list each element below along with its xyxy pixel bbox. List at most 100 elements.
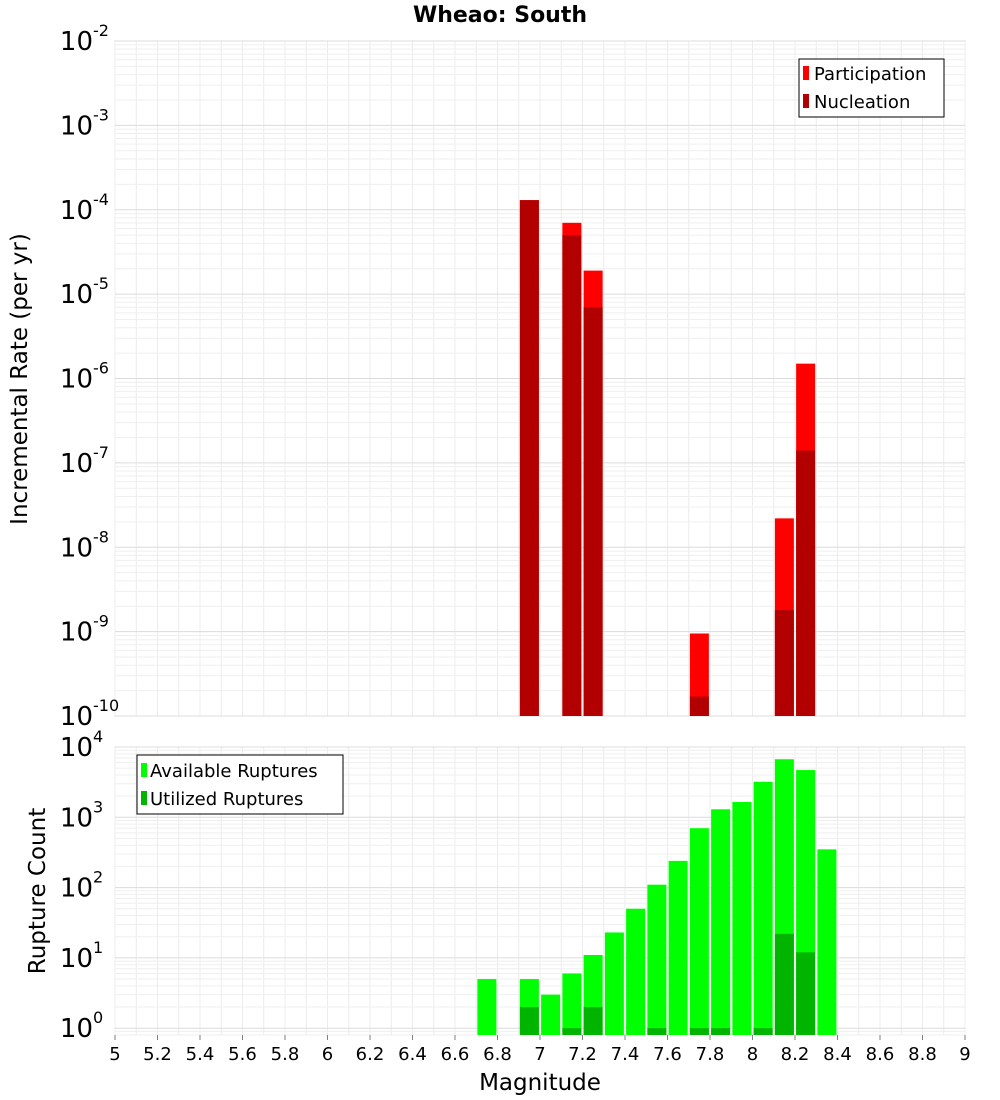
x-tick-label: 6.6 [441,1044,470,1065]
x-axis-label: Magnitude [479,1070,601,1096]
x-tick-label: 5.8 [271,1044,300,1065]
x-tick-label: 7.4 [611,1044,640,1065]
bar-available-ruptures [668,860,688,1035]
bar-available-ruptures [626,908,646,1035]
legend-swatch-utilized [141,791,147,805]
y-tick-exponent: -3 [93,105,109,124]
rate-gridlines [114,40,966,717]
bar-nucleation [774,610,794,716]
y-tick-label: 10 [60,874,93,904]
x-tick-label: 5.4 [186,1044,215,1065]
y-tick-label: 10 [60,618,93,648]
x-tick-label: 7.6 [653,1044,682,1065]
y-tick-exponent: -8 [93,527,109,546]
y-tick-label: 10 [60,27,93,57]
y-tick-exponent: -9 [93,612,109,631]
y-tick-label: 10 [60,365,93,395]
y-tick-exponent: 0 [93,1008,103,1027]
y-tick-label: 10 [60,733,93,763]
x-tick-label: 5.2 [143,1044,172,1065]
rate-y-axis-label: Incremental Rate (per yr) [7,233,33,525]
bar-available-ruptures [753,781,773,1035]
bar-utilized-ruptures [774,933,794,1035]
x-tick-label: 8 [747,1044,758,1065]
y-tick-exponent: 2 [93,868,103,887]
legend-label-utilized: Utilized Ruptures [150,789,303,810]
bar-available-ruptures [689,828,709,1035]
bar-nucleation [583,307,603,716]
bar-utilized-ruptures [647,1028,667,1035]
bar-utilized-ruptures [689,1028,709,1035]
x-tick-label: 6 [322,1044,333,1065]
y-tick-exponent: 1 [93,938,103,957]
bar-utilized-ruptures [583,1007,603,1035]
x-tick-label: 8.6 [866,1044,895,1065]
bar-available-ruptures [732,802,752,1035]
bar-utilized-ruptures [519,1007,539,1035]
y-tick-exponent: -10 [93,696,119,715]
legend-label-nucleation: Nucleation [814,92,910,113]
x-tick-label: 7 [534,1044,545,1065]
bar-nucleation [519,200,539,716]
x-tick-label: 8.2 [781,1044,810,1065]
bar-utilized-ruptures [753,1028,773,1035]
legend-swatch-available [141,763,147,777]
y-tick-label: 10 [60,702,93,732]
legend-label-available: Available Ruptures [150,761,318,782]
y-tick-label: 10 [60,803,93,833]
count-bars [477,759,837,1035]
rate-legend-box [798,58,945,118]
magnitude-tick-labels: 5 5.2 5.4 5.6 5.8 6 6.2 6.4 6.6 6.8 7 7.2 7.4 7.6 7.8 8… [109,1035,971,1065]
bar-utilized-ruptures [562,1028,582,1035]
y-tick-exponent: 3 [93,797,103,816]
x-tick-label: 8.4 [823,1044,852,1065]
legend-swatch-participation [803,66,809,80]
bar-available-ruptures [817,849,837,1035]
rate-legend: Participation Nucleation [798,58,945,118]
y-tick-exponent: -2 [93,21,109,40]
y-tick-exponent: -6 [93,359,109,378]
legend-label-participation: Participation [814,64,926,85]
x-tick-label: 7.8 [696,1044,725,1065]
y-tick-exponent: -7 [93,443,109,462]
x-tick-label: 7.2 [568,1044,597,1065]
y-tick-label: 10 [60,196,93,226]
bar-available-ruptures [562,973,582,1035]
legend-swatch-nucleation [803,94,809,108]
x-tick-label: 5 [109,1044,120,1065]
bar-nucleation [689,696,709,716]
bar-available-ruptures [604,932,624,1035]
bar-participation [689,633,709,716]
x-tick-label: 8.8 [908,1044,937,1065]
y-tick-label: 10 [60,280,93,310]
bar-available-ruptures [711,809,731,1035]
count-legend: Available Ruptures Utilized Ruptures [136,754,344,815]
y-tick-exponent: -5 [93,274,109,293]
chart-title: Wheao: South [413,3,587,28]
bar-available-ruptures [541,994,561,1035]
x-tick-label: 6.2 [356,1044,385,1065]
x-tick-label: 9 [959,1044,970,1065]
bar-nucleation [562,235,582,716]
y-tick-label: 10 [60,111,93,141]
y-tick-label: 10 [60,944,93,974]
y-tick-label: 10 [60,1014,93,1044]
y-tick-label: 10 [60,533,93,563]
y-tick-exponent: -4 [93,190,109,209]
x-tick-label: 6.8 [483,1044,512,1065]
x-tick-label: 6.4 [398,1044,427,1065]
y-tick-label: 10 [60,449,93,479]
count-legend-box [136,754,344,815]
bar-utilized-ruptures [796,952,816,1035]
bar-available-ruptures [477,979,497,1035]
x-tick-label: 5.6 [228,1044,257,1065]
count-y-axis-label: Rupture Count [25,808,51,974]
bar-utilized-ruptures [711,1028,731,1035]
bar-nucleation [796,450,816,716]
y-tick-exponent: 4 [93,727,103,746]
